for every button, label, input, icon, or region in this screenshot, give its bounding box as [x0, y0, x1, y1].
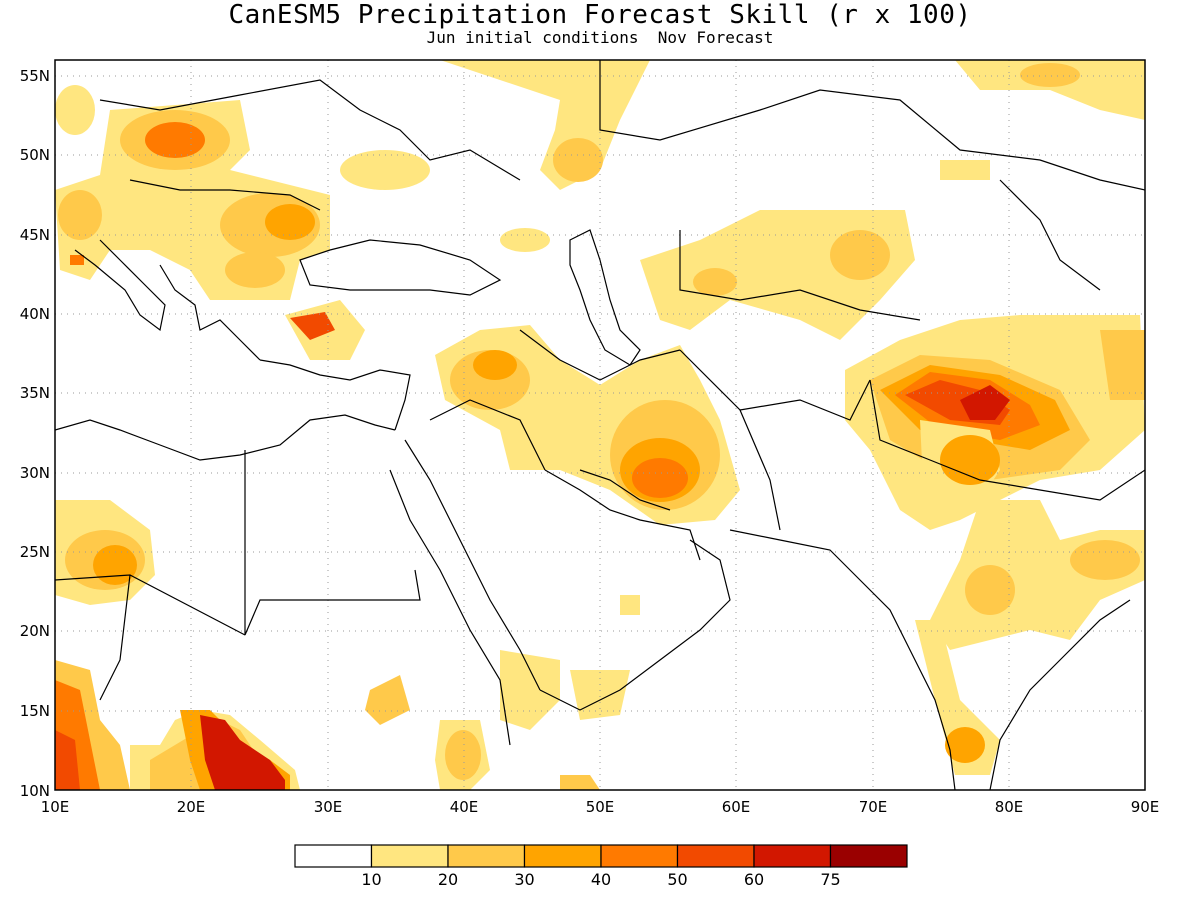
x-tick-label: 40E	[450, 798, 479, 816]
colorbar: 10 20 30 40 50 60 75	[294, 844, 908, 889]
colorbar-label: 75	[820, 870, 840, 889]
colorbar-swatch	[294, 844, 373, 868]
colorbar-swatch	[676, 844, 755, 868]
y-tick-label: 30N	[20, 464, 50, 482]
colorbar-label: 40	[591, 870, 611, 889]
colorbar-swatch	[447, 844, 526, 868]
shading-europe	[55, 85, 430, 300]
x-tick-label: 80E	[995, 798, 1024, 816]
y-tick-label: 35N	[20, 384, 50, 402]
colorbar-label: 10	[361, 870, 381, 889]
x-tick-label: 50E	[586, 798, 615, 816]
y-tick-label: 10N	[20, 782, 50, 800]
colorbar-label: 20	[438, 870, 458, 889]
x-tick-label: 20E	[177, 798, 206, 816]
y-tick-label: 20N	[20, 622, 50, 640]
shading-central-asia	[500, 210, 915, 340]
skill-shading	[55, 60, 1145, 790]
x-tick-label: 10E	[41, 798, 70, 816]
colorbar-label: 50	[667, 870, 687, 889]
y-tick-label: 50N	[20, 146, 50, 164]
x-axis-labels: 10E 20E 30E 40E 50E 60E 70E 80E 90E	[41, 798, 1160, 816]
coastlines-borders	[55, 60, 1145, 790]
y-tick-label: 15N	[20, 702, 50, 720]
shading-turkey	[285, 300, 365, 360]
x-tick-label: 60E	[722, 798, 751, 816]
y-tick-label: 45N	[20, 226, 50, 244]
y-tick-label: 55N	[20, 67, 50, 85]
map-subtitle: Jun initial conditions Nov Forecast	[426, 28, 774, 47]
colorbar-swatch	[370, 844, 449, 868]
shading-russia	[440, 60, 650, 190]
y-tick-label: 40N	[20, 305, 50, 323]
colorbar-swatch	[829, 844, 908, 868]
colorbar-label: 60	[744, 870, 764, 889]
colorbar-swatch	[523, 844, 602, 868]
x-tick-label: 90E	[1131, 798, 1160, 816]
colorbar-swatch	[600, 844, 679, 868]
y-axis-labels: 10N 15N 20N 25N 30N 35N 40N 45N 50N 55N	[20, 67, 50, 800]
shading-south-asia	[845, 60, 1145, 775]
shading-iran	[435, 325, 740, 615]
y-tick-label: 25N	[20, 543, 50, 561]
colorbar-swatch	[753, 844, 832, 868]
x-tick-label: 70E	[859, 798, 888, 816]
x-tick-label: 30E	[314, 798, 343, 816]
shading-africa	[55, 500, 630, 790]
colorbar-label: 30	[514, 870, 534, 889]
map-title: CanESM5 Precipitation Forecast Skill (r …	[228, 0, 972, 30]
map-frame	[54, 59, 1146, 791]
